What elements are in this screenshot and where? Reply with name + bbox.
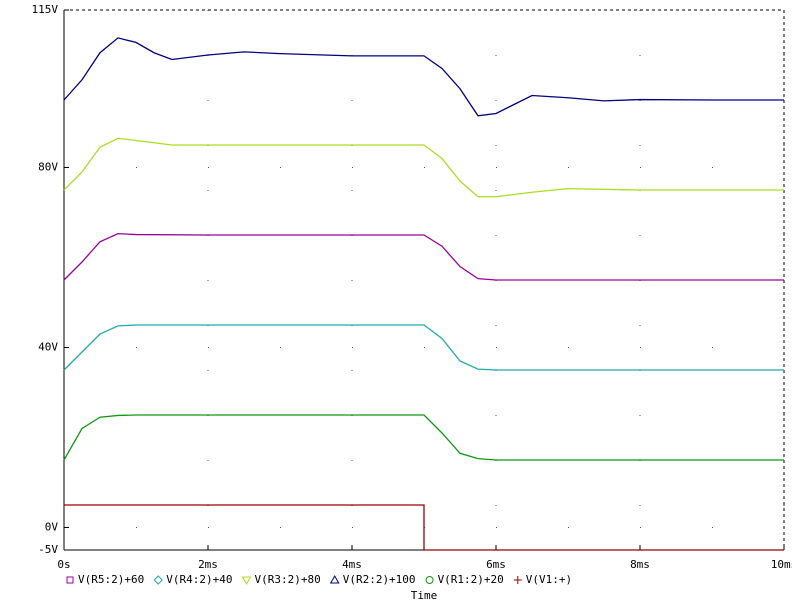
y-tick-label: 0V — [45, 521, 59, 534]
series-line — [63, 414, 784, 461]
legend-label: V(V1:+) — [526, 573, 572, 586]
y-tick-label: 80V — [38, 161, 58, 174]
x-tick-label: 4ms — [342, 558, 362, 571]
legend-label: V(R4:2)+40 — [166, 573, 232, 586]
legend-marker — [241, 576, 252, 586]
legend-marker — [66, 576, 74, 584]
legend-label: V(R2:2)+100 — [343, 573, 416, 586]
legend-label: V(R5:2)+60 — [78, 573, 144, 586]
legend-label: V(R1:2)+20 — [438, 573, 504, 586]
legend-label: V(R3:2)+80 — [254, 573, 320, 586]
legend-marker — [153, 575, 163, 585]
x-tick-label: 2ms — [198, 558, 218, 571]
x-tick-label: 10ms — [771, 558, 792, 571]
legend-marker — [329, 574, 340, 584]
series-line — [64, 504, 784, 551]
y-tick-label: -5V — [38, 543, 58, 556]
series-line — [63, 324, 784, 371]
y-tick-label: 115V — [32, 3, 59, 16]
x-axis-label: Time — [411, 589, 438, 602]
series-line — [63, 37, 784, 117]
x-tick-label: 6ms — [486, 558, 506, 571]
x-tick-label: 8ms — [630, 558, 650, 571]
y-tick-label: 40V — [38, 341, 58, 354]
legend-marker — [513, 576, 522, 584]
series-line — [63, 137, 784, 198]
series-line — [63, 232, 784, 281]
legend-marker — [425, 576, 434, 584]
x-tick-label: 0s — [57, 558, 70, 571]
